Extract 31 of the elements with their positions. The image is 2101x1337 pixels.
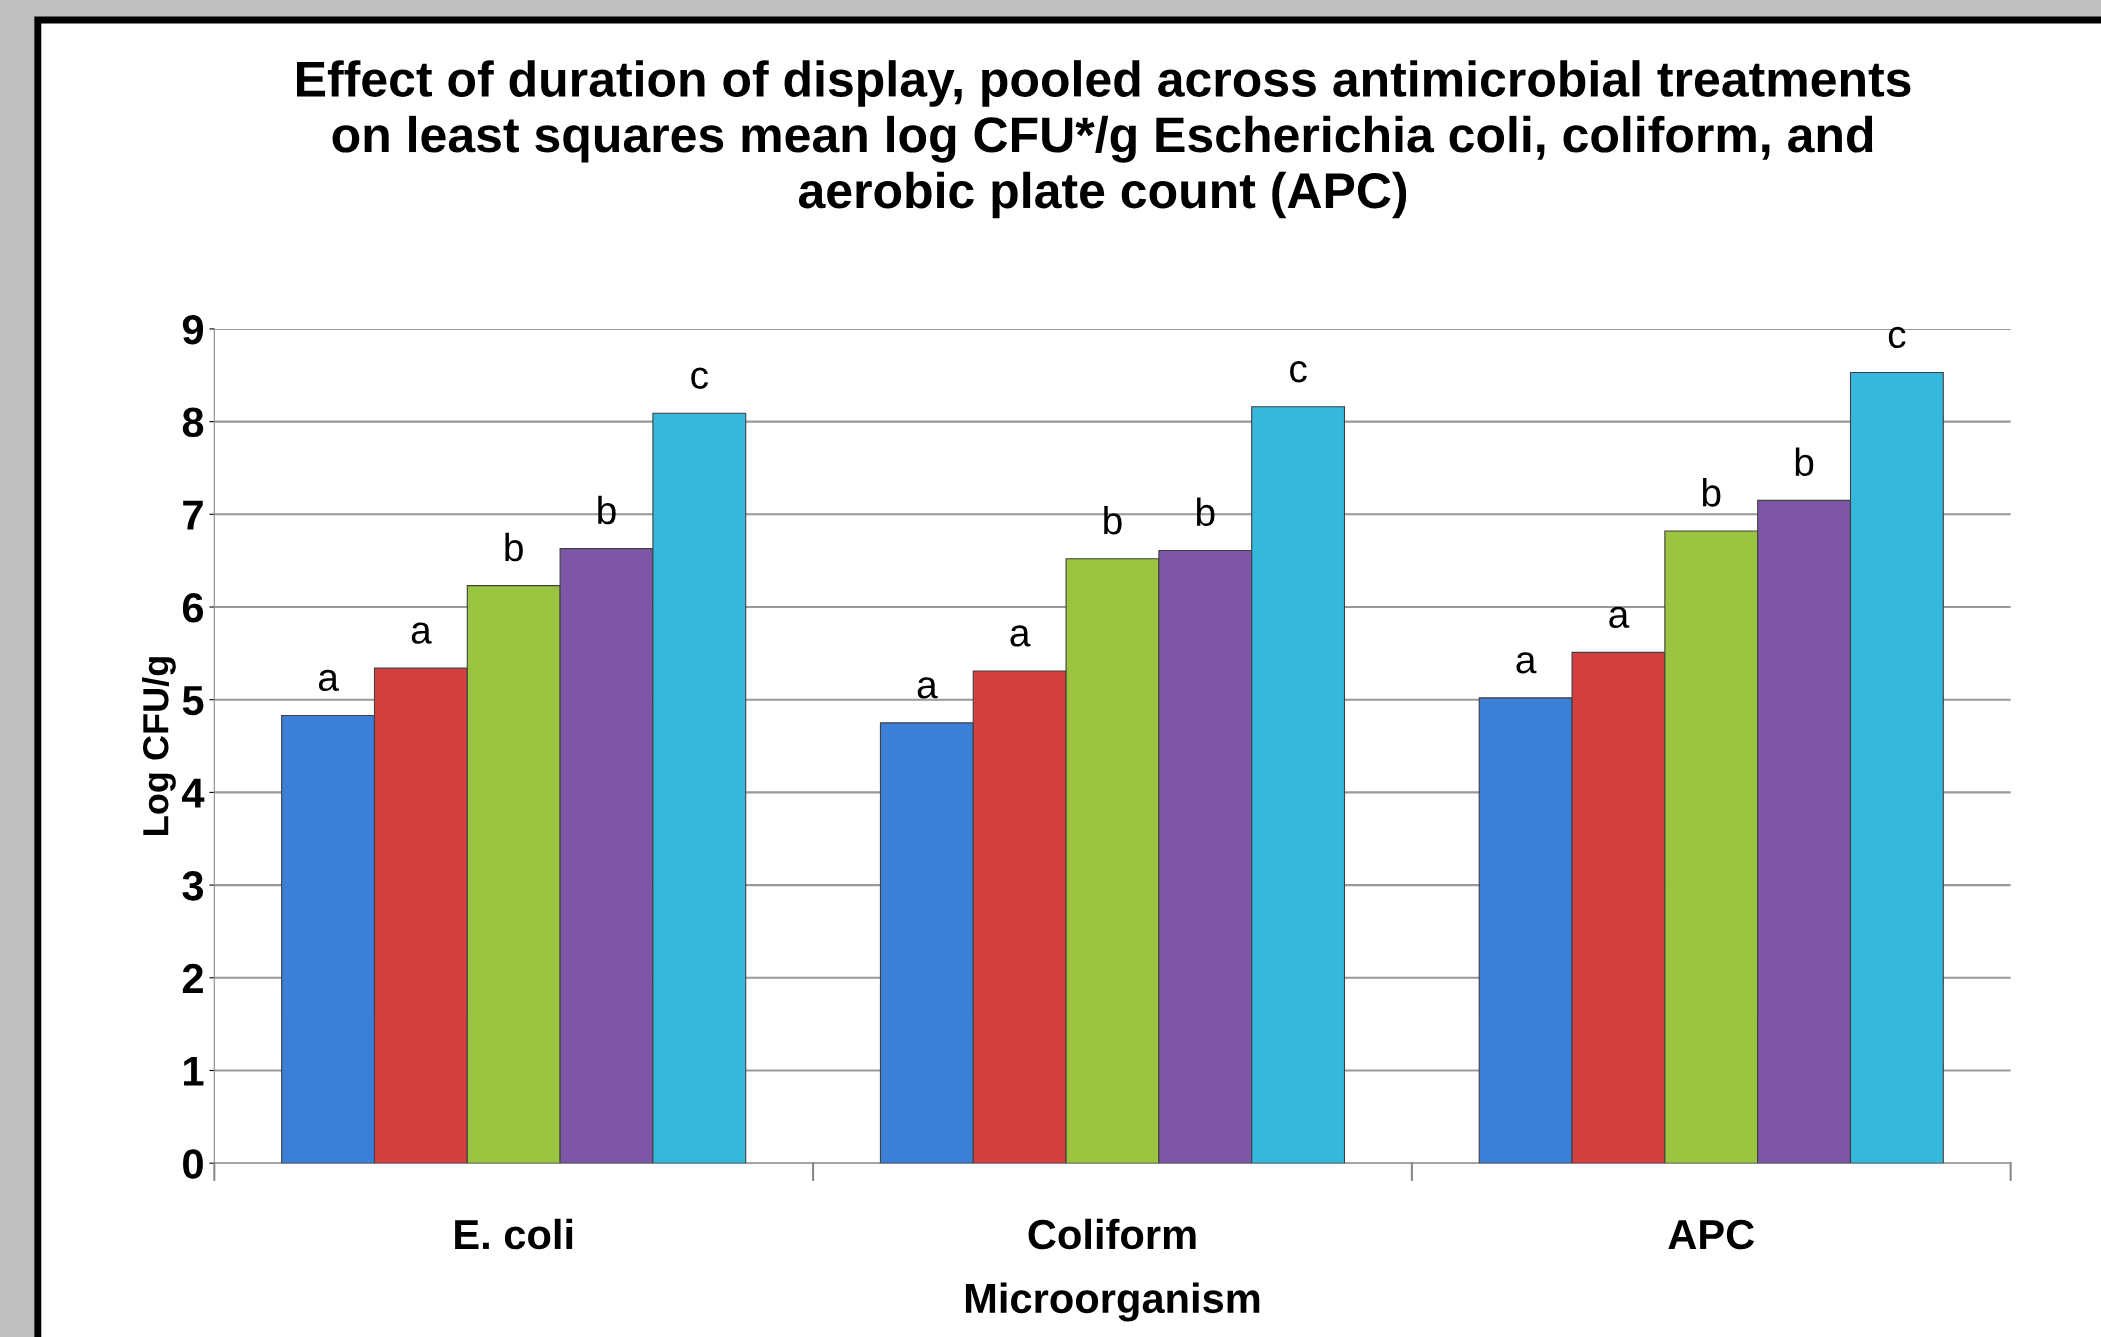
y-tick-label: 9 <box>182 314 204 345</box>
data-label: a <box>1516 652 1537 674</box>
data-label: c <box>1290 361 1307 383</box>
y-tick-label: 1 <box>184 1056 204 1086</box>
y-tick-label: 7 <box>183 500 203 530</box>
y-axis-title: Log CFU/g <box>142 657 176 835</box>
x-tick-label: Coliform <box>1028 1218 1196 1250</box>
data-label: a <box>917 677 938 699</box>
y-tick-label: 5 <box>182 686 204 716</box>
data-label: c <box>691 367 709 389</box>
data-label: b <box>1196 497 1215 527</box>
x-tick-label: APC <box>1668 1219 1755 1250</box>
y-tick-label: 8 <box>182 407 204 438</box>
data-label: b <box>1702 478 1721 507</box>
data-label: a <box>1609 606 1630 629</box>
chart-title: Effect of duration of display, pooled across antimicrobial treatments on least squares mean log CFU*/g Escherichia coli, coliform, and aerobic plate count (APC) <box>297 60 1911 219</box>
x-tick-label: E. coli <box>455 1218 573 1250</box>
y-tick-label: 0 <box>183 1149 203 1179</box>
data-label: b <box>505 532 523 562</box>
x-axis-title: Microorganism <box>965 1282 1260 1322</box>
y-tick-label: 2 <box>182 963 203 993</box>
y-tick-label: 3 <box>182 871 204 901</box>
data-label: a <box>1010 625 1031 647</box>
data-label: a <box>318 669 339 692</box>
data-label: c <box>1888 326 1906 349</box>
y-tick-label: 4 <box>182 778 205 808</box>
data-label: b <box>598 495 616 525</box>
data-label: b <box>1104 505 1122 535</box>
data-label: a <box>411 622 432 644</box>
y-tick-label: 6 <box>182 593 204 623</box>
data-label: b <box>1795 447 1814 477</box>
